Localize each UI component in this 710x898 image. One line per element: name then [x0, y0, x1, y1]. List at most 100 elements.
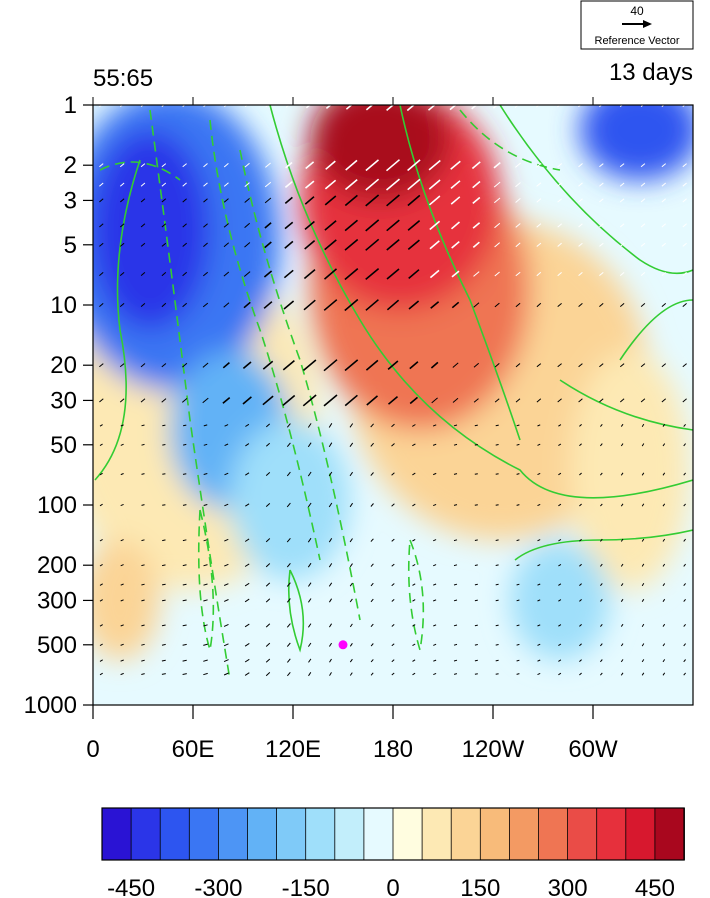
- vector-arrow: [161, 659, 166, 662]
- vector-arrow: [599, 242, 604, 247]
- vector-arrow: [119, 272, 125, 276]
- vector-arrow: [558, 672, 562, 676]
- vector-arrow: [203, 599, 208, 602]
- vector-arrow: [141, 673, 145, 675]
- vector-arrow: [433, 672, 437, 676]
- vector-arrow: [99, 624, 103, 627]
- vector-arrow: [202, 302, 209, 308]
- vector-arrow: [450, 180, 461, 190]
- vector-arrow: [224, 472, 229, 476]
- vector-arrow: [450, 160, 461, 170]
- vector-arrow: [515, 363, 521, 368]
- vector-arrow: [284, 181, 293, 189]
- vector-arrow: [450, 196, 461, 205]
- vector-arrow: [578, 303, 583, 307]
- vector-arrow: [558, 583, 562, 586]
- vector-arrow: [265, 598, 271, 603]
- vector-arrow: [99, 643, 103, 647]
- vector-arrow: [161, 564, 166, 567]
- vector-arrow: [161, 163, 167, 168]
- vector-arrow: [391, 643, 395, 647]
- vector-arrow: [224, 503, 229, 507]
- y-tick-label: 3: [64, 187, 77, 214]
- vector-arrow: [244, 222, 251, 228]
- vector-arrow: [495, 424, 499, 427]
- vector-arrow: [244, 582, 250, 587]
- vector-arrow: [641, 443, 645, 447]
- vector-arrow: [370, 623, 374, 628]
- vector-arrow: [453, 424, 458, 427]
- colorbar-ticks: -450 -300 -150 0 150 300 450: [107, 875, 675, 898]
- vector-arrow: [516, 599, 520, 602]
- vector-arrow: [265, 658, 271, 663]
- vector-arrow: [344, 178, 358, 191]
- x-axis: 0 60E 120E 180 120W 60W: [86, 97, 618, 763]
- vector-arrow: [344, 394, 358, 407]
- vector-arrow: [140, 163, 146, 168]
- vector-arrow: [662, 643, 666, 647]
- vector-arrow: [473, 362, 480, 368]
- vector-arrow: [99, 163, 104, 168]
- vector-arrow: [365, 299, 379, 311]
- vector-arrow: [307, 562, 312, 568]
- vector-arrow: [286, 423, 291, 428]
- y-tick-label: 10: [50, 292, 77, 319]
- vector-arrow: [365, 194, 380, 207]
- vector-arrow: [307, 537, 312, 543]
- vector-arrow: [536, 363, 542, 368]
- vector-arrow: [537, 443, 541, 446]
- vector-arrow: [119, 398, 125, 403]
- colorbar-tick-label: -150: [282, 875, 330, 898]
- vector-arrow: [471, 161, 481, 170]
- vector-arrow: [472, 180, 481, 189]
- vector-arrow: [141, 624, 145, 627]
- vector-arrow: [182, 473, 187, 475]
- vector-arrow: [433, 539, 437, 542]
- vector-arrow: [620, 672, 624, 676]
- vector-arrow: [224, 424, 229, 427]
- y-tick-label: 300: [37, 587, 77, 614]
- vector-arrow: [141, 504, 145, 506]
- vector-arrow: [182, 163, 187, 168]
- vector-arrow: [162, 504, 166, 506]
- vector-arrow: [558, 624, 562, 627]
- vector-arrow: [202, 397, 209, 404]
- vector-arrow: [662, 472, 666, 476]
- vector-arrow: [284, 240, 294, 249]
- vector-arrow: [119, 198, 125, 203]
- vector-arrow: [474, 564, 478, 566]
- vector-arrow: [661, 182, 667, 187]
- y-axis: 1 2 3 5 10 20 30 50 100 200 300 500 1000: [24, 92, 93, 719]
- vector-arrow: [474, 583, 478, 586]
- vector-arrow: [385, 159, 401, 172]
- vector-arrow: [682, 398, 687, 403]
- vector-arrow: [182, 223, 187, 228]
- vector-arrow: [286, 598, 291, 603]
- vector-arrow: [370, 538, 374, 542]
- vector-arrow: [391, 599, 395, 602]
- vector-arrow: [514, 105, 519, 108]
- vector-arrow: [558, 443, 562, 447]
- vector-arrow: [203, 242, 208, 247]
- vector-arrow: [264, 197, 272, 204]
- colorbar-swatch: [305, 807, 336, 861]
- vector-arrow: [683, 472, 686, 476]
- vector-arrow: [495, 473, 499, 475]
- vector-arrow: [222, 361, 230, 369]
- vector-arrow: [286, 537, 291, 543]
- vector-arrow: [578, 398, 583, 403]
- vector-arrow: [119, 242, 125, 247]
- vector-arrow: [244, 563, 250, 567]
- vector-arrow: [662, 503, 666, 507]
- vector-arrow: [600, 472, 603, 476]
- vector-arrow: [493, 197, 501, 204]
- vector-arrow: [308, 658, 312, 663]
- vector-arrow: [324, 220, 337, 231]
- vector-arrow: [682, 182, 687, 187]
- vector-arrow: [304, 220, 315, 231]
- vector-arrow: [599, 272, 604, 276]
- vector-arrow: [349, 582, 353, 587]
- vector-arrow: [495, 599, 499, 602]
- vector-arrow: [661, 223, 667, 228]
- vector-arrow: [430, 301, 440, 309]
